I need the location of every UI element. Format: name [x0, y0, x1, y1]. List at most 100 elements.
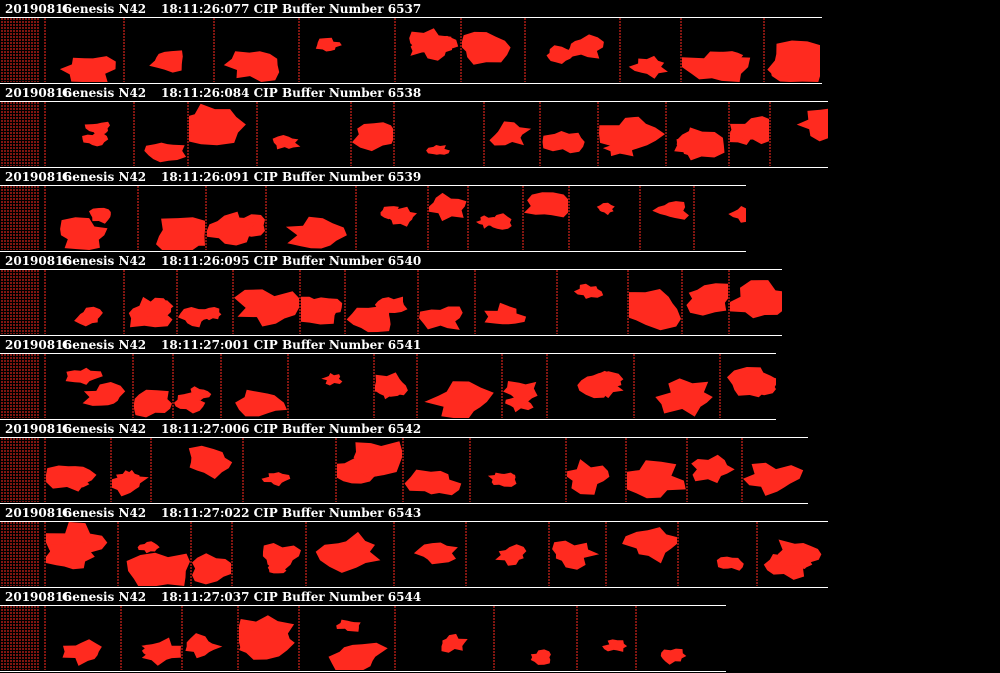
particle-image — [596, 202, 615, 216]
particle-image — [188, 445, 233, 479]
particle-image — [134, 389, 172, 418]
strip-top-rule — [0, 605, 726, 606]
buffer-strip: 20190816 Genesis N42 18:11:26:084 CIP Bu… — [0, 84, 1000, 168]
particle-image — [239, 627, 295, 660]
particle-image — [627, 460, 686, 499]
particle-image — [141, 644, 167, 658]
particle-image-area — [1, 102, 828, 166]
strip-probe: Genesis N42 — [62, 422, 147, 436]
particle-image — [380, 206, 404, 220]
buffer-strip: 20190816 Genesis N42 18:11:27:006 CIP Bu… — [0, 420, 1000, 504]
strip-probe: Genesis N42 — [62, 338, 147, 352]
strip-buffer-label: CIP Buffer Number — [253, 170, 384, 184]
particle-image — [82, 382, 126, 406]
strip-probe: Genesis N42 — [62, 254, 147, 268]
particle-image — [503, 381, 538, 405]
particle-image — [65, 367, 103, 385]
particle-image — [777, 539, 822, 569]
strip-date: 20190816 — [5, 254, 72, 268]
particle-image — [451, 385, 487, 405]
strip-top-rule — [0, 185, 746, 186]
particle-image — [315, 531, 381, 573]
particle-image — [530, 649, 551, 665]
particle-image — [493, 472, 516, 486]
strip-date: 20190816 — [5, 422, 72, 436]
strip-buffer-number: 6540 — [387, 254, 422, 268]
strip-probe: Genesis N42 — [62, 2, 147, 16]
strip-bottom-rule — [0, 503, 808, 504]
particle-image — [419, 306, 463, 330]
particle-image — [207, 211, 257, 246]
particle-image — [352, 122, 393, 152]
particle-image — [542, 131, 585, 154]
strip-time-buffer: 18:11:26:091 CIP Buffer Number 6539 — [161, 169, 421, 185]
particle-image — [192, 553, 231, 585]
strip-date: 20190816 — [5, 506, 72, 520]
strip-time-buffer: 18:11:27:022 CIP Buffer Number 6543 — [161, 505, 421, 521]
strip-buffer-number: 6544 — [387, 590, 422, 604]
strip-bottom-rule — [0, 671, 726, 672]
strip-top-rule — [0, 437, 808, 438]
particle-image — [686, 283, 728, 316]
strip-time-buffer: 18:11:26:077 CIP Buffer Number 6537 — [161, 1, 421, 17]
strip-time: 18:11:27:022 — [161, 506, 250, 520]
particle-image — [622, 527, 677, 564]
particle-image — [140, 297, 172, 317]
particle-image — [489, 121, 532, 146]
particle-image — [272, 135, 301, 150]
strip-probe: Genesis N42 — [62, 86, 147, 100]
particle-image — [126, 552, 190, 586]
particle-image — [413, 542, 458, 565]
strip-bottom-rule — [0, 83, 822, 84]
particle-image — [602, 639, 628, 652]
strip-date: 20190816 — [5, 86, 72, 100]
particle-image — [524, 192, 568, 218]
particle-image — [567, 459, 610, 495]
strip-time: 18:11:27:001 — [161, 338, 250, 352]
particle-image — [328, 642, 388, 670]
particle-image — [429, 192, 467, 222]
strip-date: 20190816 — [5, 170, 72, 184]
particle-image — [602, 139, 634, 157]
particle-image — [409, 28, 452, 57]
particle-image — [223, 51, 280, 82]
particle-image — [346, 306, 391, 333]
strip-buffer-number: 6541 — [387, 338, 422, 352]
particle-image — [62, 639, 102, 666]
particle-image — [74, 306, 103, 327]
strip-probe: Genesis N42 — [62, 506, 147, 520]
strip-time: 18:11:26:077 — [161, 2, 250, 16]
particle-image — [235, 389, 287, 417]
particle-image — [46, 540, 95, 570]
particle-image — [185, 633, 223, 659]
strip-top-rule — [0, 269, 782, 270]
particle-image — [149, 50, 183, 73]
strip-top-rule — [0, 17, 822, 18]
strip-time: 18:11:26:095 — [161, 254, 250, 268]
particle-image — [404, 469, 462, 496]
particle-image — [321, 373, 343, 386]
strip-buffer-label: CIP Buffer Number — [253, 86, 384, 100]
particle-image — [156, 217, 205, 250]
buffer-strip: 20190816 Genesis N42 18:11:27:001 CIP Bu… — [0, 336, 1000, 420]
particle-image-area — [1, 354, 776, 418]
particle-image — [462, 31, 511, 65]
strip-top-rule — [0, 101, 828, 102]
buffer-strip: 20190816 Genesis N42 18:11:27:022 CIP Bu… — [0, 504, 1000, 588]
strip-top-rule — [0, 521, 828, 522]
particle-image — [285, 216, 347, 249]
particle-image — [112, 469, 149, 497]
particle-image — [353, 441, 402, 478]
strip-time-buffer: 18:11:27:001 CIP Buffer Number 6541 — [161, 337, 421, 353]
strip-bottom-rule — [0, 419, 776, 420]
particle-image — [767, 40, 820, 78]
particle-image — [441, 633, 468, 653]
particle-image — [567, 34, 604, 59]
particle-image — [495, 544, 527, 566]
particle-image — [315, 37, 342, 52]
particle-image — [189, 103, 246, 146]
strip-date: 20190816 — [5, 338, 72, 352]
particle-image-area — [1, 606, 687, 670]
strip-time-buffer: 18:11:26:095 CIP Buffer Number 6540 — [161, 253, 421, 269]
strip-date: 20190816 — [5, 2, 72, 16]
